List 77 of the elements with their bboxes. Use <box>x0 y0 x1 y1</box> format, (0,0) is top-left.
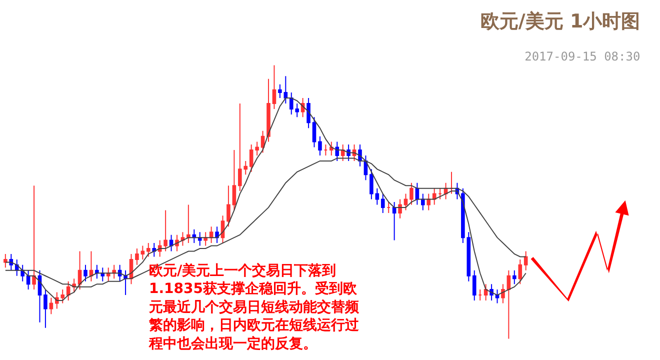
candlestick <box>426 193 431 211</box>
candlestick <box>169 234 174 252</box>
candlestick <box>78 250 82 290</box>
candlestick <box>220 215 225 244</box>
candlestick <box>4 253 8 268</box>
candlestick <box>20 264 24 282</box>
candlestick <box>375 188 380 206</box>
candlestick <box>410 182 414 206</box>
candlestick <box>306 98 310 129</box>
candlestick <box>386 202 390 214</box>
candlestick <box>175 234 179 252</box>
candlestick <box>249 144 254 172</box>
candlestick <box>432 188 436 206</box>
candlestick <box>135 248 139 266</box>
candlestick <box>198 232 202 246</box>
candlestick <box>26 270 30 290</box>
candlestick <box>49 297 54 315</box>
candlestick <box>272 64 276 110</box>
candlestick <box>324 144 328 156</box>
candlestick <box>146 242 150 258</box>
candlestick <box>44 289 48 328</box>
candlestick <box>330 141 334 156</box>
candlestick <box>72 278 76 293</box>
candlestick <box>284 76 288 104</box>
candlestick <box>495 289 500 304</box>
candlestick <box>209 226 214 244</box>
candlestick <box>89 250 94 282</box>
candlestick <box>278 84 282 99</box>
candlestick <box>118 264 122 282</box>
candlestick <box>204 232 208 246</box>
candlestick <box>95 264 99 280</box>
candlestick <box>38 270 42 323</box>
candlestick <box>506 270 511 340</box>
candlestick <box>518 258 522 285</box>
candlestick <box>404 193 408 211</box>
candlestick <box>124 270 128 296</box>
candlestick <box>318 136 322 156</box>
candlestick <box>266 78 270 142</box>
candlestick <box>461 188 465 244</box>
candlestick <box>501 284 505 304</box>
candlestick <box>398 198 402 219</box>
candlestick <box>478 289 482 301</box>
candlestick <box>32 185 36 290</box>
candlestick <box>100 267 105 282</box>
candlestick <box>140 245 145 260</box>
candlestick <box>215 226 219 244</box>
candlestick <box>186 204 190 244</box>
candlestick <box>340 144 345 162</box>
candlestick <box>255 141 259 156</box>
candlestick <box>392 202 396 241</box>
candlestick <box>524 250 528 271</box>
candlestick <box>260 130 265 154</box>
candlestick <box>370 168 374 200</box>
candlestick <box>192 228 196 244</box>
candlestick <box>152 242 156 258</box>
candlestick <box>180 232 185 246</box>
candlestick <box>421 193 425 211</box>
candlestick <box>312 116 316 148</box>
chart-title: 欧元/美元 1小时图 <box>480 10 640 33</box>
candlestick <box>472 270 476 301</box>
candlestick <box>484 284 488 301</box>
candlestick <box>226 185 230 228</box>
candlestick <box>66 280 70 301</box>
candlestick <box>512 270 516 285</box>
candlestick <box>84 264 88 282</box>
candlestick <box>490 284 494 301</box>
candlestick <box>466 232 471 282</box>
candlestick <box>346 144 350 162</box>
text: 2017-09-15 08:30 <box>524 49 640 64</box>
candlestick <box>438 188 442 200</box>
candlestick <box>232 150 236 211</box>
candlestick <box>112 264 116 280</box>
candlestick <box>164 210 168 252</box>
candlestick <box>106 267 110 282</box>
candlestick <box>380 193 385 214</box>
annotation: 欧元/美元上一个交易日下落到1.1835获支撑企稳回升。受到欧元最近几个交易日短线动能交替频繁的影响，日内欧元在短线运行过程中也会出现一定的反复。 <box>148 262 360 352</box>
candlestick <box>335 141 340 162</box>
